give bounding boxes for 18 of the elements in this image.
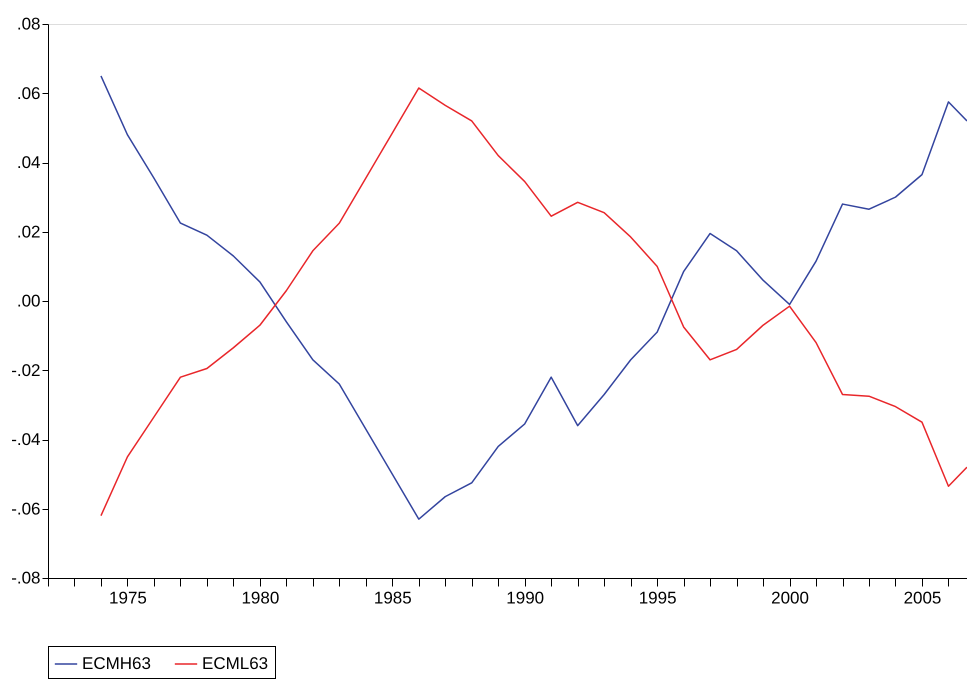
x-tick-label: 2000 xyxy=(771,588,809,608)
x-tick-label: 1980 xyxy=(241,588,280,608)
legend-label: ECML63 xyxy=(202,654,268,673)
y-tick-label: .06 xyxy=(16,84,40,103)
y-tick-label: -.04 xyxy=(11,430,40,449)
x-tick-label: 1990 xyxy=(506,588,544,608)
y-tick-label: -.06 xyxy=(11,499,40,518)
y-tick-label: -.02 xyxy=(11,360,40,380)
x-tick-label: 1995 xyxy=(638,588,677,608)
y-tick-label: -.08 xyxy=(11,568,40,588)
x-tick-label: 1975 xyxy=(109,588,147,608)
y-tick-label: .00 xyxy=(16,292,40,310)
x-tick-label: 1985 xyxy=(374,588,412,608)
x-tick-label: 2005 xyxy=(904,588,942,608)
y-tick-label: .04 xyxy=(16,153,40,172)
y-tick-label: .08 xyxy=(16,14,40,34)
y-tick-label: .02 xyxy=(16,222,40,242)
legend-label: ECMH63 xyxy=(82,654,151,673)
